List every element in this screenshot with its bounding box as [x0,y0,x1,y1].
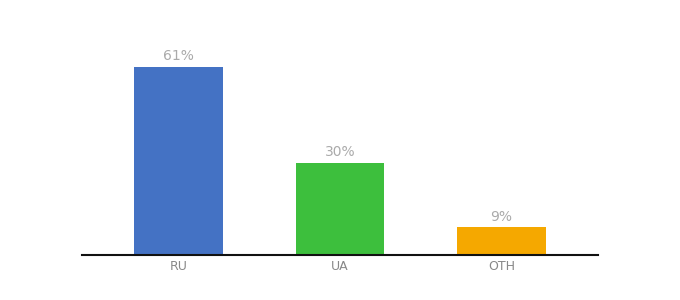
Text: 9%: 9% [490,210,513,224]
Bar [134,67,223,255]
Bar [457,227,546,255]
Text: 61%: 61% [163,50,194,63]
Bar [296,163,384,255]
Text: 30%: 30% [324,145,356,159]
